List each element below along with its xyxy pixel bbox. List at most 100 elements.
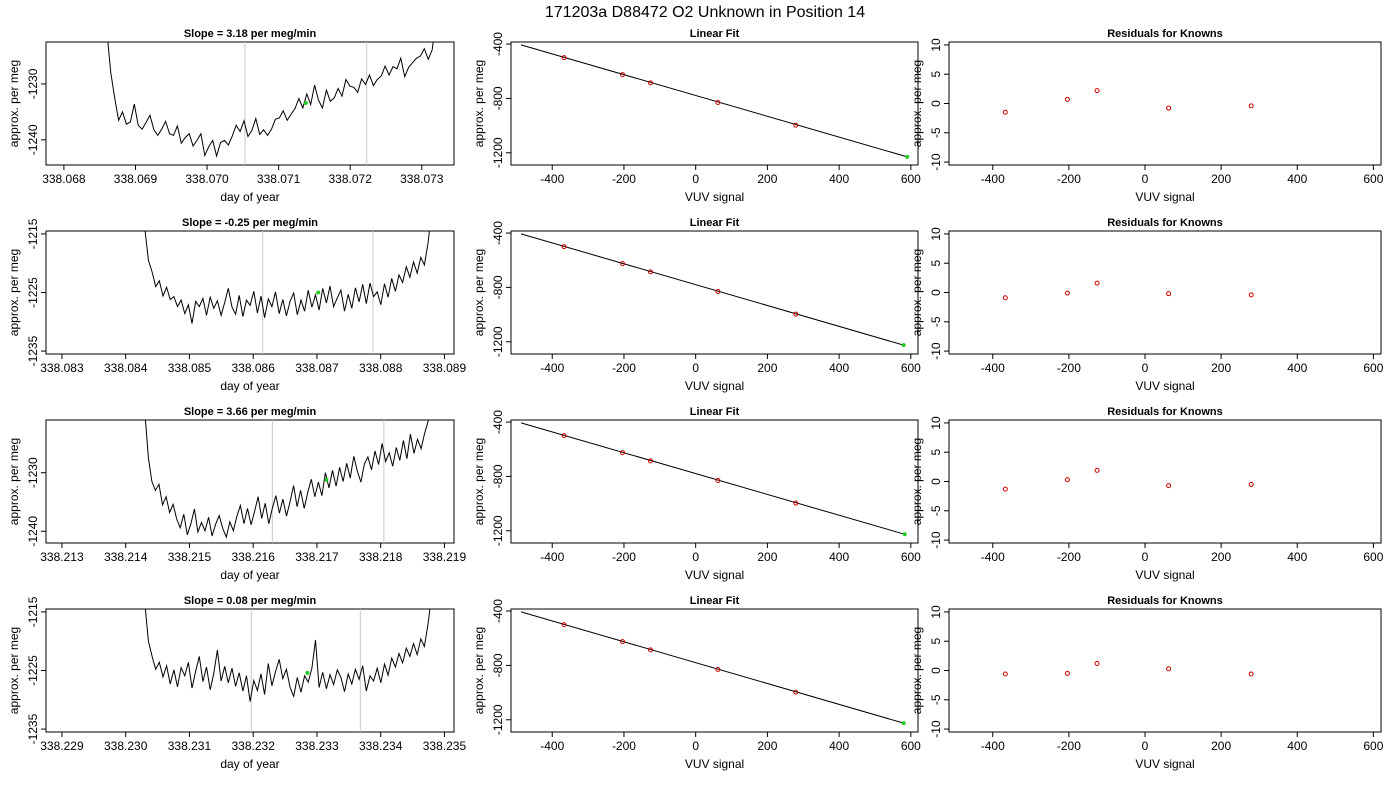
row-4-resid-x-tick-label: 400	[1287, 739, 1307, 753]
row-4-fit-x-tick-label: 600	[901, 739, 921, 753]
row-2-resid-x-tick-label: 200	[1211, 361, 1231, 375]
known-point	[715, 288, 721, 294]
row-1-resid-x-tick-label: -400	[981, 172, 1005, 186]
row-4-fit-y-axis-label: approx. per meg	[472, 627, 486, 714]
unknown-point	[316, 290, 321, 295]
row-4-time-x-tick-label: 338.232	[231, 739, 275, 753]
row-4-fit-plot-frame	[510, 608, 919, 733]
row-2-time-x-tick-label: 338.087	[295, 361, 339, 375]
known-point	[715, 666, 721, 672]
residual-point	[1002, 486, 1008, 492]
row-4-fit-y-tick-label: -1200	[491, 704, 505, 735]
row-2-time-x-tick-label: 338.086	[231, 361, 275, 375]
row-3-resid-y-tick-label: 10	[929, 416, 943, 430]
row-4-resid-x-tick-label: -200	[1057, 739, 1081, 753]
row-3-time-x-tick-label: 338.215	[168, 550, 212, 564]
row-1-time-y-tick-label: -1240	[26, 124, 40, 155]
row-4-resid-x-tick-label: 600	[1363, 739, 1383, 753]
row-4-resid-y-tick-label: -5	[929, 694, 943, 705]
row-1-resid-y-tick-label: -5	[929, 127, 943, 138]
row-2-resid-x-tick-label: -200	[1057, 361, 1081, 375]
row-1-fit-x-tick-label: 400	[829, 172, 849, 186]
unknown-point	[303, 100, 308, 105]
residual-point	[1166, 291, 1172, 297]
known-point	[647, 647, 653, 653]
row-3-time-title: Slope = 3.66 per meg/min	[184, 406, 317, 418]
row-1-time-x-tick-label: 338.069	[114, 172, 158, 186]
row-4-resid-y-tick-label: 10	[929, 605, 943, 619]
row-2-time-plot-area	[144, 231, 430, 354]
row-4-time-y-axis-label: approx. per meg	[7, 627, 21, 714]
row-1-time-title: Slope = 3.18 per meg/min	[184, 28, 317, 40]
row-2-fit-x-tick-label: 400	[829, 361, 849, 375]
row-1-fit-x-tick-label: -200	[612, 172, 636, 186]
residual-point	[1002, 671, 1008, 677]
measurement-trace	[144, 420, 429, 539]
unknown-point	[901, 343, 906, 348]
row-3-resid-y-tick-label: 0	[929, 478, 943, 485]
row-3-fit-plot-area	[520, 422, 907, 537]
row-1-time-x-tick-label: 338.068	[42, 172, 86, 186]
row-1-resid-x-tick-label: 400	[1287, 172, 1307, 186]
row-4-time-x-tick-label: 338.234	[359, 739, 403, 753]
row-2-resid-x-tick-label: 400	[1287, 361, 1307, 375]
row-4-time-x-axis-label: day of year	[220, 757, 279, 771]
row-2-time-y-axis-label: approx. per meg	[7, 249, 21, 336]
row-2-fit-x-axis-label: VUV signal	[685, 379, 744, 393]
row-4-time-y-tick-label: -1235	[26, 713, 40, 744]
row-4-fit-plot-area	[520, 611, 906, 726]
residual-point	[1094, 88, 1100, 94]
row-2-resid-title: Residuals for Knowns	[1107, 217, 1223, 229]
residual-point	[1064, 670, 1070, 676]
row-4-resid-y-tick-label: 5	[929, 638, 943, 645]
known-point	[620, 639, 626, 645]
row-1-fit-y-tick-label: -800	[491, 86, 505, 110]
row-2-resid-x-tick-label: 0	[1142, 361, 1149, 375]
residual-point	[1248, 292, 1254, 298]
known-point	[793, 500, 799, 506]
row-4-resid-y-axis-label: approx. per meg	[910, 627, 924, 714]
row-3-fit-y-tick-label: -800	[491, 464, 505, 488]
fit-line	[520, 233, 904, 346]
known-point	[561, 433, 567, 439]
row-1-fit-x-tick-label: -400	[540, 172, 564, 186]
row-2-fit-y-tick-label: -400	[491, 221, 505, 245]
row-3-fit-title: Linear Fit	[690, 406, 740, 418]
row-4-resid-title: Residuals for Knowns	[1107, 595, 1223, 607]
row-1-resid-x-tick-label: -200	[1057, 172, 1081, 186]
unknown-point	[902, 532, 907, 537]
row-1-resid-x-axis-label: VUV signal	[1135, 190, 1194, 204]
row-3-fit-plot-frame	[510, 419, 919, 544]
residual-point	[1094, 467, 1100, 473]
known-point	[620, 450, 626, 456]
unknown-point	[901, 721, 906, 726]
row-2-fit-plot-frame	[510, 230, 919, 355]
residual-point	[1064, 96, 1070, 102]
row-4-time-title: Slope = 0.08 per meg/min	[184, 595, 317, 607]
row-4-fit-x-tick-label: 200	[757, 739, 777, 753]
row-3-time-y-tick-label: -1240	[26, 516, 40, 547]
residual-point	[1166, 105, 1172, 111]
row-3-fit-y-tick-label: -1200	[491, 515, 505, 546]
row-3-fit-x-tick-label: 400	[829, 550, 849, 564]
row-2-resid-y-tick-label: -5	[929, 316, 943, 327]
row-2-fit-x-tick-label: 0	[692, 361, 699, 375]
row-2-time-title: Slope = -0.25 per meg/min	[182, 217, 318, 229]
fit-line	[520, 44, 908, 158]
row-2-time-y-tick-label: -1235	[26, 335, 40, 366]
row-1-resid-x-tick-label: 200	[1211, 172, 1231, 186]
row-3-fit-x-tick-label: -400	[540, 550, 564, 564]
row-1-resid-title: Residuals for Knowns	[1107, 28, 1223, 40]
row-2-resid-y-tick-label: 0	[929, 289, 943, 296]
row-3-resid-y-tick-label: -5	[929, 505, 943, 516]
row-1-fit-x-tick-label: 0	[692, 172, 699, 186]
row-4-fit-x-axis-label: VUV signal	[685, 757, 744, 771]
known-point	[715, 99, 721, 105]
row-3-resid-plot-area	[1002, 467, 1254, 492]
row-1-time-y-tick-label: -1230	[26, 68, 40, 99]
residual-point	[1064, 290, 1070, 296]
row-1: Slope = 3.18 per meg/min 338.068 338.069 33…	[7, 28, 1384, 204]
row-4-resid-plot-area	[1002, 660, 1254, 677]
row-2-resid-plot-area	[1002, 280, 1254, 301]
